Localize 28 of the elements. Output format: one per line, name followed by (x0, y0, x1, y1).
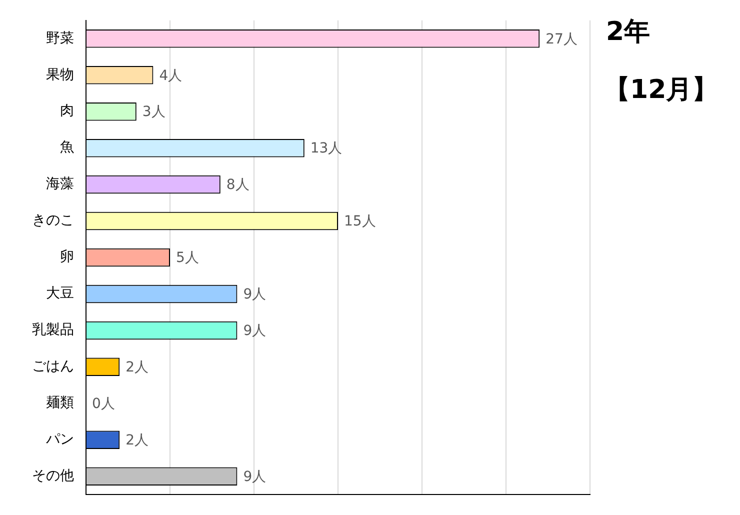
y-tick-label: パン (45, 432, 74, 448)
y-tick-label: 乳製品 (32, 322, 74, 338)
y-tick-label: 麺類 (46, 395, 74, 412)
y-tick-label: 野菜 (46, 30, 74, 46)
y-tick-label: ごはん (32, 358, 74, 375)
data-label: 15人 (344, 214, 376, 230)
data-label: 4人 (159, 68, 182, 84)
y-tick-label: きのこ (32, 212, 74, 229)
data-label: 8人 (226, 177, 250, 194)
y-tick-label: 海藻 (46, 176, 74, 192)
data-label: 0人 (92, 396, 115, 412)
y-tick-label: その他 (32, 468, 74, 484)
data-label: 13人 (310, 140, 342, 157)
y-tick-label: 肉 (60, 103, 74, 120)
data-label: 9人 (243, 323, 266, 340)
y-tick-label: 魚 (60, 140, 74, 156)
data-label: 27人 (546, 31, 578, 48)
y-tick-label: 大豆 (46, 286, 74, 302)
text: 2年 (606, 16, 650, 49)
text: 【12月】 (604, 74, 718, 107)
data-label: 3人 (142, 104, 166, 120)
y-tick-label: 果物 (46, 66, 74, 83)
data-label: 9人 (243, 286, 266, 303)
y-tick-label: 卵 (60, 249, 74, 266)
data-label: 2人 (126, 432, 149, 449)
data-label: 5人 (176, 250, 199, 266)
data-label: 2人 (126, 360, 149, 376)
data-label: 9人 (243, 469, 266, 485)
